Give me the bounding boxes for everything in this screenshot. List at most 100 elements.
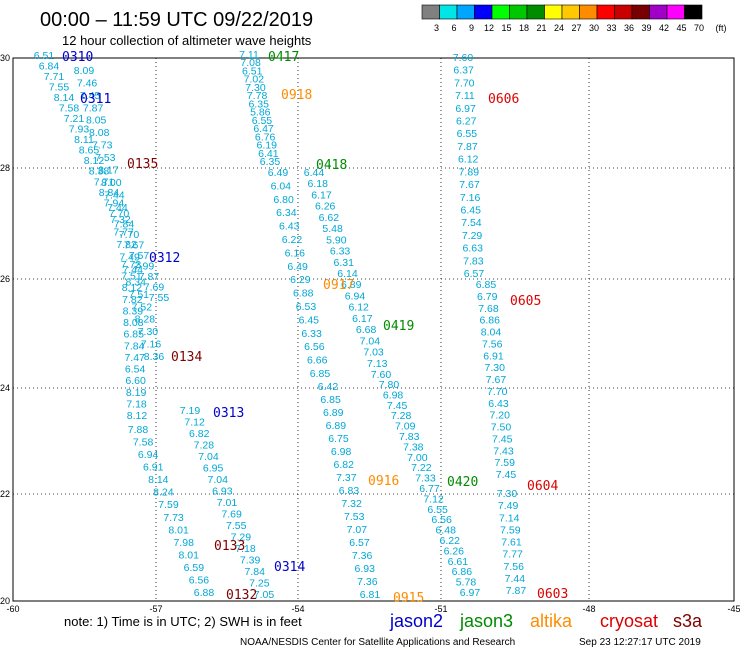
wave-height-value: 6.14 [337,268,358,280]
scale-swatch-10 [596,4,615,20]
wave-height-value: 6.27 [456,116,477,128]
wave-height-value: 7.53 [95,152,116,164]
wave-height-value: 8.65 [79,145,100,157]
track-label: 0310 [62,50,93,65]
track-label: 0133 [214,539,245,554]
y-tick-label: 20 [0,596,10,606]
track-0603: 7.307.497.147.597.617.777.567.447.87 0603 [497,488,569,602]
wave-height-value: 7.61 [501,537,522,549]
track-label: 0312 [149,251,180,266]
legend-jason2: jason2 [389,611,443,631]
wave-height-value: 7.70 [454,77,475,89]
wave-height-value: 7.49 [119,252,140,264]
wave-height-value: 6.85 [124,329,145,341]
wave-height-value: 8.38 [89,166,110,178]
wave-height-value: 8.39 [123,305,144,317]
wave-height-value: 6.17 [352,313,373,325]
wave-height-value: 6.79 [477,291,498,303]
wave-height-value: 7.59 [495,457,516,469]
wave-height-value: 7.45 [80,90,101,102]
wave-height-value: 7.55 [49,82,70,94]
wave-height-value: 7.69 [144,281,165,293]
wave-height-value: 6.53 [296,301,317,313]
track-0313: 7.197.126.827.287.046.957.046.937.017.69… [180,405,275,601]
wave-height-value: 6.42 [318,381,339,393]
wave-height-value: 8.05 [86,115,107,127]
wave-height-value: 7.18 [126,398,147,410]
track-label: 0603 [537,587,568,602]
wave-height-value: 6.22 [282,234,303,246]
map-frame [12,57,735,602]
scale-label-5: 18 [519,23,529,33]
wave-height-value: 6.66 [307,355,328,367]
wave-height-value: 7.77 [113,227,134,239]
wave-height-value: 7.32 [341,498,362,510]
wave-height-value: 7.78 [247,90,268,102]
wave-height-value: 6.43 [279,221,300,233]
wave-height-value: 5.48 [322,223,343,235]
wave-height-value: 7.03 [363,347,384,359]
wave-height-value: 7.44 [107,202,128,214]
track-0420: 6.426.856.896.896.756.986.827.376.837.32… [318,381,479,601]
wave-height-value: 7.16 [460,192,481,204]
track-label: 0417 [268,50,299,65]
track-label: 0916 [368,474,399,489]
page-title: 00:00 – 11:59 UTC 09/22/2019 [40,9,313,31]
wave-height-value: 7.18 [235,543,256,555]
wave-height-value: 5.90 [326,234,347,246]
wave-height-value: 8.12 [84,155,105,167]
wave-height-value: 7.21 [64,113,85,125]
scale-swatch-3 [474,4,493,20]
wave-height-value: 6.18 [308,178,329,190]
wave-height-value: 7.44 [505,573,526,585]
wave-height-value: 7.22 [411,462,432,474]
wave-height-value: 7.94 [104,197,125,209]
wave-height-value: 7.87 [457,141,478,153]
wave-height-value: 7.73 [92,140,113,152]
wave-height-value: 7.36 [357,576,378,588]
wave-height-value: 6.47 [253,123,274,135]
wave-height-value: 7.56 [504,561,525,573]
wave-height-value: 7.11 [455,90,475,102]
wave-height-value: 7.58 [59,103,80,115]
wave-height-value: 8.84 [99,187,120,199]
scale-label-1: 6 [451,23,456,33]
wave-height-value: 6.04 [271,180,292,192]
wave-height-value: 6.76 [255,131,276,143]
wave-height-value: 7.87 [83,102,104,114]
scale-swatch-9 [579,4,598,20]
wave-height-value: 6.60 [125,375,146,387]
wave-height-value: 6.45 [299,314,320,326]
wave-height-value: 7.82 [122,294,143,306]
wave-height-value: 7.67 [459,179,480,191]
wave-height-value: 7.84 [124,340,145,352]
scale-swatch-14 [666,4,685,20]
wave-height-value: 6.75 [328,433,349,445]
wave-height-value: 8.08 [123,317,144,329]
wave-height-value: 7.55 [226,520,247,532]
wave-height-value: 7.45 [492,433,513,445]
wave-height-value: 7.52 [132,301,153,313]
wave-height-value: 8.14 [54,92,75,104]
satellite-legend: jason2 jason3 altika cryosat s3a [389,611,703,631]
wave-height-value: 7.36 [352,550,373,562]
wave-height-value: 6.83 [339,485,360,497]
wave-height-value: 6.26 [444,545,465,557]
wave-height-value: 7.45 [496,469,517,481]
wave-height-value: 6.12 [348,302,369,314]
y-tick-label: 28 [0,163,10,173]
wave-height-value: 8.00 [101,177,122,189]
wave-height-value: 6.35 [248,98,269,110]
color-scale-legend: 3 6 9 12 15 18 21 24 27 30 33 36 39 42 45 70 (ft) [421,4,727,33]
scale-label-11: 36 [624,23,634,33]
wave-height-value: 7.16 [141,339,162,351]
wave-height-value: 7.14 [499,512,520,524]
wave-height-value: 7.47 [124,352,145,364]
scale-swatch-2 [456,4,475,20]
wave-height-value: 7.56 [482,338,503,350]
scale-swatch-7 [544,4,563,20]
wave-height-value: 7.73 [121,259,142,271]
wave-height-value: 7.88 [128,424,149,436]
wave-height-value: 7.33 [415,473,436,485]
